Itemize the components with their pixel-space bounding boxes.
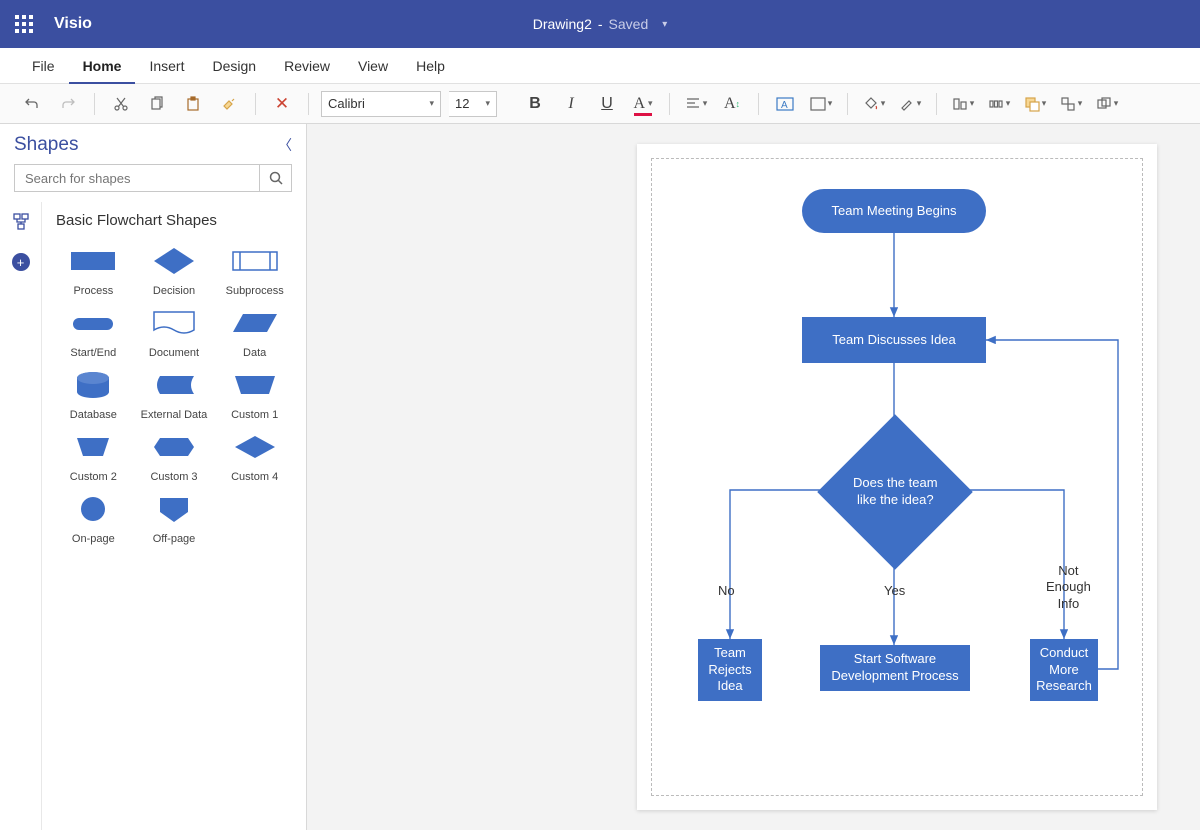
titlebar: Visio Drawing2 - Saved ▾: [0, 0, 1200, 48]
collapse-panel-button[interactable]: 〈: [278, 135, 292, 155]
ribbon-tabs: File Home Insert Design Review View Help: [0, 48, 1200, 84]
shape-process[interactable]: Process: [56, 243, 131, 297]
canvas-area[interactable]: Team Meeting BeginsTeam Discusses IdeaDo…: [307, 124, 1200, 830]
edge-label: Yes: [884, 583, 905, 599]
shape-custom-2[interactable]: Custom 2: [56, 429, 131, 483]
shapes-rail: +: [0, 202, 42, 830]
shape-subprocess[interactable]: Subprocess: [217, 243, 292, 297]
drawing-page[interactable]: Team Meeting BeginsTeam Discusses IdeaDo…: [637, 144, 1157, 810]
font-size-select[interactable]: 12▾: [449, 91, 497, 117]
shape-custom-1[interactable]: Custom 1: [217, 367, 292, 421]
toolbar: ✕ Calibri▾ 12▾ B I U A▾ ▾ A↕ A ▾ ▾ ▾ ▾ ▾…: [0, 84, 1200, 124]
rear-front-button[interactable]: ▾: [1093, 90, 1121, 118]
text-vertical-button[interactable]: A↕: [718, 90, 746, 118]
copy-button[interactable]: [143, 90, 171, 118]
tab-file[interactable]: File: [18, 48, 69, 84]
node-n2[interactable]: Team Discusses Idea: [802, 317, 986, 363]
shape-insert-button[interactable]: ▾: [807, 90, 835, 118]
edge-label: NotEnoughInfo: [1046, 563, 1091, 612]
waffle-icon: [15, 15, 33, 33]
font-family-select[interactable]: Calibri▾: [321, 91, 441, 117]
tab-review[interactable]: Review: [270, 48, 344, 84]
redo-button[interactable]: [54, 90, 82, 118]
add-stencil-button[interactable]: +: [9, 250, 33, 274]
svg-text:A: A: [781, 100, 788, 111]
fill-color-button[interactable]: ▾: [860, 90, 888, 118]
chevron-down-icon: ▾: [662, 19, 667, 30]
distribute-button[interactable]: ▾: [985, 90, 1013, 118]
doc-status: Saved: [609, 16, 649, 32]
shape-document[interactable]: Document: [137, 305, 212, 359]
shapes-search: [14, 164, 292, 192]
italic-button[interactable]: I: [557, 90, 585, 118]
delete-button[interactable]: ✕: [268, 90, 296, 118]
node-n1[interactable]: Team Meeting Begins: [802, 189, 986, 233]
tab-help[interactable]: Help: [402, 48, 459, 84]
tab-insert[interactable]: Insert: [135, 48, 198, 84]
shape-database[interactable]: Database: [56, 367, 131, 421]
shape-external-data[interactable]: External Data: [137, 367, 212, 421]
app-launcher-button[interactable]: [0, 0, 48, 48]
shapes-panel-title: Shapes: [14, 134, 78, 156]
undo-button[interactable]: [18, 90, 46, 118]
shape-data[interactable]: Data: [217, 305, 292, 359]
tab-home[interactable]: Home: [69, 48, 136, 84]
align-button[interactable]: ▾: [682, 90, 710, 118]
group-button[interactable]: ▾: [1057, 90, 1085, 118]
shape-custom-3[interactable]: Custom 3: [137, 429, 212, 483]
shape-on-page[interactable]: On-page: [56, 491, 131, 545]
cut-button[interactable]: [107, 90, 135, 118]
node-n4[interactable]: TeamRejectsIdea: [698, 639, 762, 701]
shape-custom-4[interactable]: Custom 4: [217, 429, 292, 483]
font-color-button[interactable]: A▾: [629, 90, 657, 118]
align-objects-button[interactable]: ▾: [949, 90, 977, 118]
edge-label: No: [718, 583, 735, 599]
paste-button[interactable]: [179, 90, 207, 118]
shape-decision[interactable]: Decision: [137, 243, 212, 297]
format-painter-button[interactable]: [215, 90, 243, 118]
textbox-button[interactable]: A: [771, 90, 799, 118]
node-n5[interactable]: Start SoftwareDevelopment Process: [820, 645, 970, 691]
tab-design[interactable]: Design: [198, 48, 270, 84]
arrange-button[interactable]: ▾: [1021, 90, 1049, 118]
shape-start-end[interactable]: Start/End: [56, 305, 131, 359]
app-name: Visio: [54, 15, 92, 33]
underline-button[interactable]: U: [593, 90, 621, 118]
shapes-search-input[interactable]: [15, 165, 259, 191]
shapes-panel: Shapes 〈 + Basic Flowchart Shapes Proces…: [0, 124, 307, 830]
bold-button[interactable]: B: [521, 90, 549, 118]
doc-name: Drawing2: [533, 16, 592, 32]
search-icon[interactable]: [259, 165, 291, 191]
document-title[interactable]: Drawing2 - Saved ▾: [533, 16, 668, 32]
node-n6[interactable]: ConductMoreResearch: [1030, 639, 1098, 701]
shape-off-page[interactable]: Off-page: [137, 491, 212, 545]
shapes-section-title: Basic Flowchart Shapes: [56, 212, 292, 229]
main-area: Shapes 〈 + Basic Flowchart Shapes Proces…: [0, 124, 1200, 830]
line-color-button[interactable]: ▾: [896, 90, 924, 118]
stencil-icon[interactable]: [9, 210, 33, 234]
tab-view[interactable]: View: [344, 48, 402, 84]
